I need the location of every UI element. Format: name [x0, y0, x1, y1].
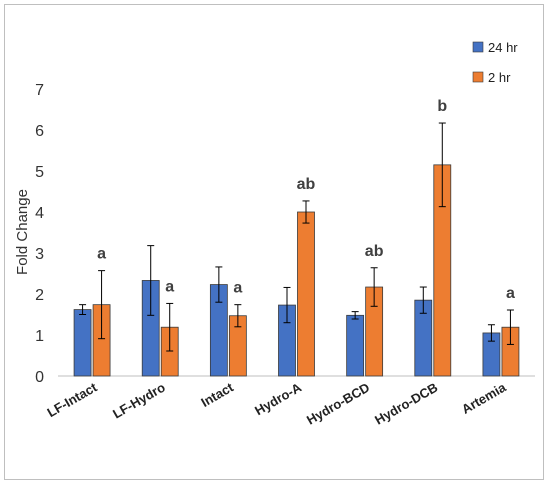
significance-label: a — [165, 278, 174, 295]
y-tick-label: 7 — [35, 82, 44, 99]
bar-24hr — [73, 309, 92, 377]
legend-swatch — [472, 41, 484, 53]
significance-labels: a a a ab ab b a — [97, 98, 515, 302]
y-tick-label: 2 — [35, 287, 44, 304]
y-tick-label: 0 — [35, 369, 44, 386]
bar-24hr — [346, 314, 365, 377]
category-label: Hydro-A — [252, 379, 304, 418]
y-tick-label: 4 — [35, 205, 44, 222]
category-label: Intact — [198, 379, 236, 410]
bar-2hr — [297, 211, 315, 377]
category-label: Hydro-BCD — [304, 380, 372, 428]
significance-label: a — [97, 246, 106, 263]
y-tick-label: 3 — [35, 246, 44, 263]
y-tick-label: 1 — [35, 328, 44, 345]
y-tick-label: 5 — [35, 164, 44, 181]
category-labels: LF-Intact LF-Hydro Intact Hydro-A Hydro-BCD H… — [45, 379, 510, 427]
bars — [73, 164, 520, 377]
y-tick-label: 6 — [35, 123, 44, 140]
legend-label: 2 hr — [488, 70, 511, 85]
y-axis-ticks: 0 1 2 3 4 5 6 7 — [35, 82, 44, 386]
error-bars — [79, 122, 514, 352]
category-label: Hydro-DCB — [372, 380, 440, 428]
legend-swatch — [472, 71, 484, 83]
significance-label: ab — [297, 176, 316, 193]
significance-label: a — [506, 285, 515, 302]
significance-label: a — [233, 280, 242, 297]
category-label: LF-Hydro — [110, 380, 168, 422]
significance-label: b — [437, 98, 447, 115]
chart-frame — [4, 4, 544, 480]
legend-label: 24 hr — [488, 40, 518, 55]
significance-label: ab — [365, 243, 384, 260]
category-label: Artemia — [459, 379, 509, 417]
category-label: LF-Intact — [45, 379, 101, 420]
y-axis-title: Fold Change — [14, 189, 31, 275]
legend: 24 hr 2 hr — [472, 40, 518, 85]
